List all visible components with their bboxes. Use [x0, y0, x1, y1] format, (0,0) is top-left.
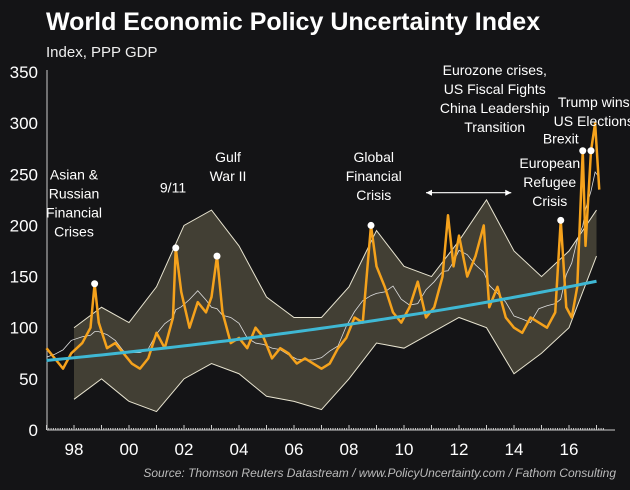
y-tick-label: 300 [10, 114, 38, 133]
x-tick-label: 16 [560, 440, 579, 459]
trend-line [46, 279, 597, 362]
y-tick-label: 0 [29, 421, 38, 440]
annotation-label: Brexit [543, 131, 579, 147]
annotation-label: Eurozone crises, [443, 62, 547, 78]
annotation-dot [367, 221, 375, 229]
band-lower-edge [73, 255, 597, 413]
source-note: Source: Thomson Reuters Datastream / www… [143, 466, 616, 480]
y-tick-label: 250 [10, 165, 38, 184]
annotation-label: Refugee [523, 174, 576, 190]
y-tick-label: 350 [10, 63, 38, 82]
annotation-label: Russian [49, 185, 100, 201]
annotation-label: Asian & [50, 166, 99, 182]
y-tick-label: 200 [10, 216, 38, 235]
annotation-label: European [519, 155, 580, 171]
annotation-dot [91, 280, 99, 288]
y-tick-label: 150 [10, 268, 38, 287]
annotation-label: Transition [464, 119, 525, 135]
annotation-label: US Fiscal Fights [444, 81, 546, 97]
annotation-label: Crisis [356, 187, 391, 203]
annotation-dot [213, 252, 221, 260]
annotation-label: Global [354, 149, 394, 165]
x-tick-label: 14 [505, 440, 524, 459]
annotation-dot [172, 244, 180, 252]
annotation-label: Financial [346, 168, 402, 184]
x-tick-label: 98 [65, 440, 84, 459]
x-tick-label: 00 [120, 440, 139, 459]
annotation-label: Trump wins [558, 94, 630, 110]
annotation-dot [557, 216, 565, 224]
annotation-dot [587, 147, 595, 155]
annotation-label: War II [210, 168, 247, 184]
x-tick-label: 06 [285, 440, 304, 459]
band-upper-edge [73, 198, 597, 329]
annotation-label: Crisis [532, 193, 567, 209]
y-tick-label: 50 [19, 370, 38, 389]
annotation-label: 9/11 [160, 180, 186, 196]
uncertainty-band [74, 199, 597, 412]
annotation-label: China Leadership [440, 100, 550, 116]
x-tick-label: 02 [175, 440, 194, 459]
annotation-label: US Elections [554, 113, 630, 129]
annotation-label: Gulf [215, 149, 241, 165]
x-tick-label: 08 [340, 440, 359, 459]
annotation-label: Crises [54, 223, 94, 239]
chart-title: World Economic Policy Uncertainty Index [46, 8, 541, 36]
x-tick-label: 12 [450, 440, 469, 459]
chart-subtitle: Index, PPP GDP [46, 44, 158, 61]
index-line [45, 121, 601, 370]
annotation-label: Financial [46, 204, 102, 220]
annotation-dot [579, 147, 587, 155]
x-tick-label: 04 [230, 440, 249, 459]
x-tick-label: 10 [395, 440, 414, 459]
y-tick-label: 100 [10, 319, 38, 338]
